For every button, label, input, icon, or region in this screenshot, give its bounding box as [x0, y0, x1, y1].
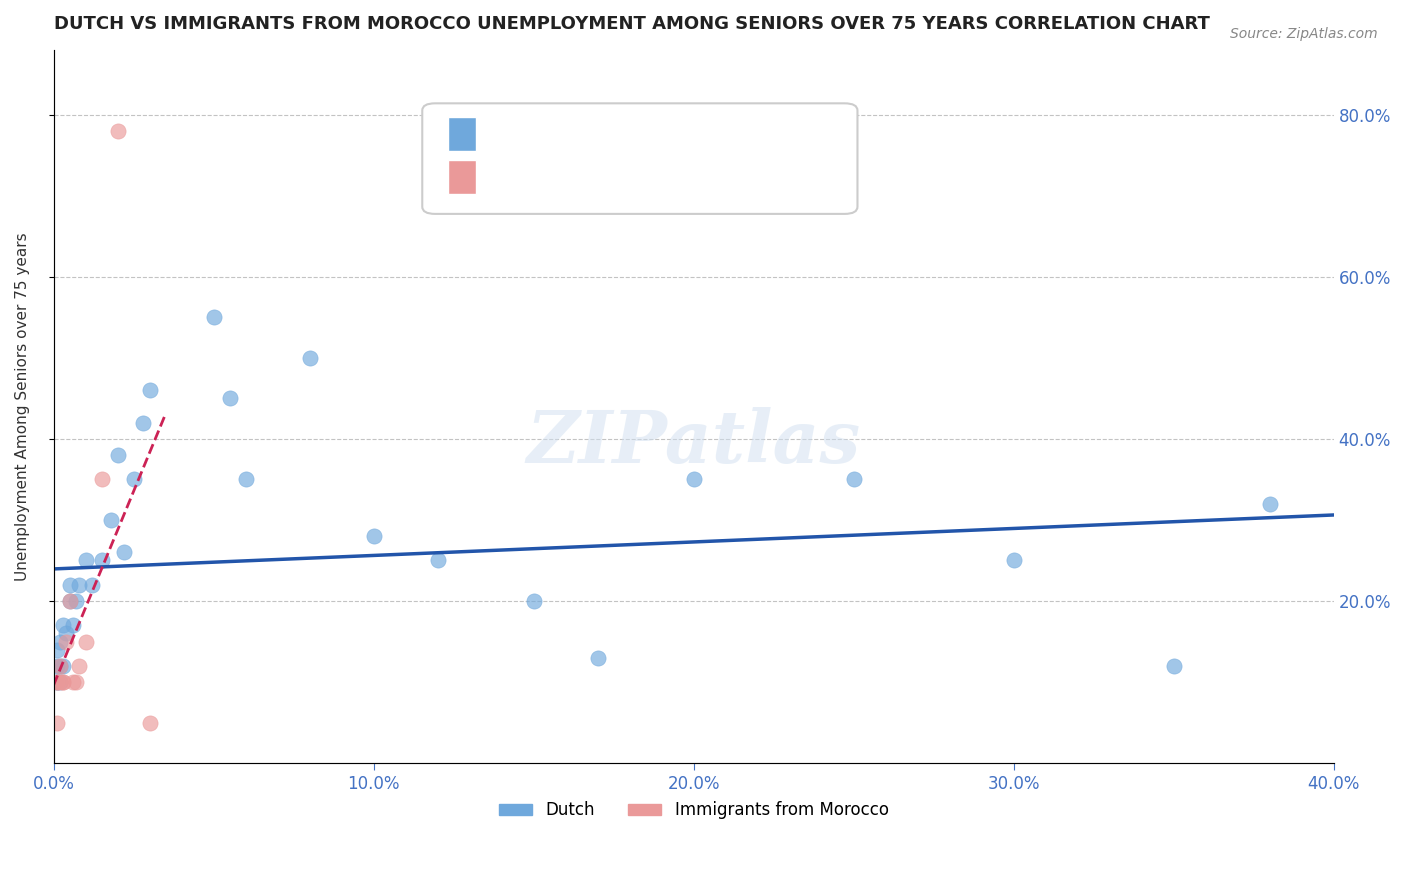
- Legend: Dutch, Immigrants from Morocco: Dutch, Immigrants from Morocco: [492, 795, 896, 826]
- Point: [49, 658, 72, 673]
- Point: [523, 594, 546, 608]
- Point: [363, 529, 385, 543]
- Point: [45, 642, 67, 657]
- Point: [45, 715, 67, 730]
- Text: R =  0.695    N = 16: R = 0.695 N = 16: [486, 168, 654, 186]
- Point: [426, 553, 449, 567]
- Point: [55, 626, 77, 640]
- Point: [80, 578, 103, 592]
- Text: Source: ZipAtlas.com: Source: ZipAtlas.com: [1230, 27, 1378, 41]
- Point: [49, 675, 72, 690]
- Point: [218, 392, 240, 406]
- Point: [842, 472, 865, 486]
- Point: [62, 618, 84, 632]
- Point: [298, 351, 321, 365]
- Point: [586, 650, 609, 665]
- FancyBboxPatch shape: [449, 160, 477, 194]
- Point: [59, 594, 82, 608]
- Point: [52, 618, 75, 632]
- Point: [1258, 497, 1281, 511]
- Point: [1002, 553, 1025, 567]
- Point: [45, 658, 67, 673]
- Text: R = -0.032    N = 37: R = -0.032 N = 37: [486, 125, 655, 143]
- Text: ZIPatlas: ZIPatlas: [527, 407, 860, 477]
- Point: [100, 513, 122, 527]
- Point: [45, 675, 67, 690]
- Point: [45, 675, 67, 690]
- Point: [132, 416, 155, 430]
- Point: [65, 594, 87, 608]
- Point: [107, 124, 129, 138]
- FancyBboxPatch shape: [422, 103, 858, 214]
- Point: [202, 310, 225, 325]
- FancyBboxPatch shape: [449, 117, 477, 151]
- Point: [49, 634, 72, 648]
- Point: [52, 658, 75, 673]
- Point: [682, 472, 704, 486]
- Point: [90, 553, 112, 567]
- Point: [235, 472, 257, 486]
- Point: [138, 715, 160, 730]
- Point: [49, 658, 72, 673]
- Point: [67, 578, 90, 592]
- Point: [49, 675, 72, 690]
- Point: [55, 634, 77, 648]
- Point: [65, 675, 87, 690]
- Point: [45, 675, 67, 690]
- Point: [1163, 658, 1185, 673]
- Text: DUTCH VS IMMIGRANTS FROM MOROCCO UNEMPLOYMENT AMONG SENIORS OVER 75 YEARS CORREL: DUTCH VS IMMIGRANTS FROM MOROCCO UNEMPLO…: [53, 15, 1209, 33]
- Point: [122, 472, 145, 486]
- Point: [75, 553, 97, 567]
- Point: [52, 675, 75, 690]
- Point: [52, 675, 75, 690]
- Point: [67, 658, 90, 673]
- Point: [62, 675, 84, 690]
- Point: [90, 472, 112, 486]
- Point: [75, 634, 97, 648]
- Point: [45, 675, 67, 690]
- Point: [138, 384, 160, 398]
- Point: [107, 448, 129, 462]
- Point: [59, 578, 82, 592]
- Y-axis label: Unemployment Among Seniors over 75 years: Unemployment Among Seniors over 75 years: [15, 232, 30, 581]
- Point: [59, 594, 82, 608]
- Point: [112, 545, 135, 559]
